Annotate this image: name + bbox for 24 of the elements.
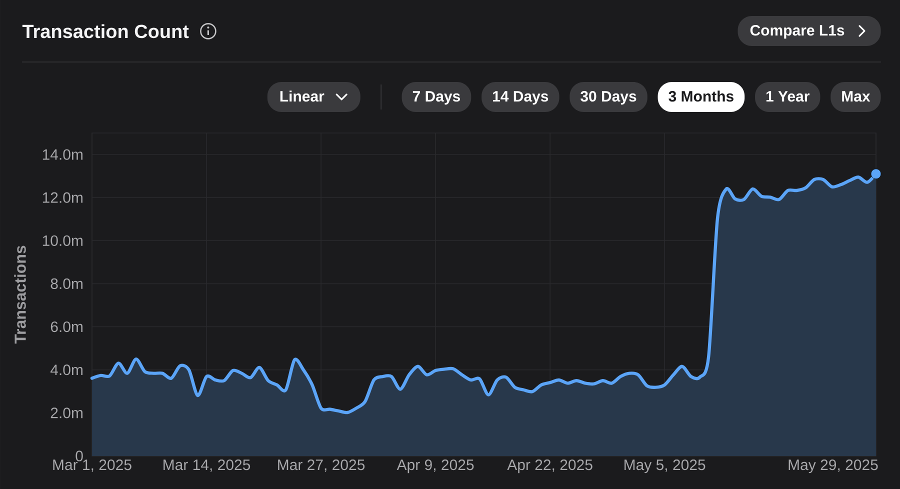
x-tick-label: May 5, 2025 (624, 460, 706, 474)
text: Linear (280, 90, 324, 102)
x-tick-label: Apr 9, 2025 (396, 460, 474, 474)
x-tick-label: Apr 22, 2025 (507, 460, 592, 474)
y-tick-label: 10.0m (42, 235, 82, 246)
y-tick-label: 6.0m (50, 321, 82, 332)
text: 14 Days (493, 91, 548, 105)
text: 3 Months (668, 90, 734, 102)
x-tick-label: Mar 14, 2025 (164, 460, 250, 472)
chart-title: Transaction Count (22, 24, 189, 38)
text: Max (842, 91, 870, 102)
text: Compare L1s (750, 25, 844, 39)
y-tick-label: 12.0m (42, 192, 82, 203)
x-tick-label: May 29, 2025 (788, 460, 878, 474)
text: 1 Year (766, 91, 810, 102)
y-tick-label: 14.0m (42, 149, 82, 160)
y-axis-title: Transactions (14, 246, 26, 344)
y-tick-label: 4.0m (50, 364, 82, 376)
x-tick-label: Mar 27, 2025 (278, 460, 365, 472)
text: 30 Days (580, 91, 636, 105)
y-tick-label: 2.0m (50, 408, 82, 418)
y-tick-label: 0 (76, 450, 83, 462)
text: 7 Days (412, 91, 460, 105)
y-tick-label: 8.0m (50, 278, 82, 290)
